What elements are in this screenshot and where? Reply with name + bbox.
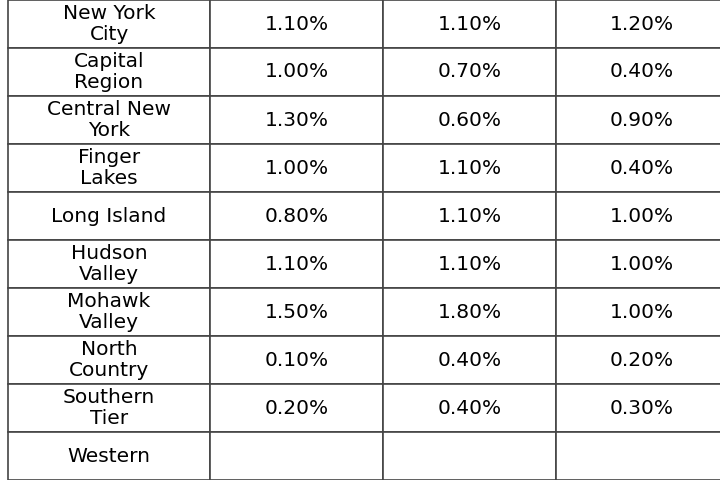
Bar: [8, 336, 210, 384]
Bar: [556, 0, 720, 48]
Text: North
Country: North Country: [69, 340, 149, 380]
Text: 0.80%: 0.80%: [264, 206, 328, 226]
Bar: [383, 96, 556, 144]
Text: Capital
Region: Capital Region: [73, 52, 144, 92]
Bar: [210, 96, 383, 144]
Text: 1.30%: 1.30%: [264, 110, 328, 130]
Text: Finger
Lakes: Finger Lakes: [78, 148, 140, 188]
Text: 0.20%: 0.20%: [264, 398, 328, 418]
Text: Hudson
Valley: Hudson Valley: [71, 244, 148, 284]
Bar: [210, 192, 383, 240]
Text: Southern
Tier: Southern Tier: [63, 388, 155, 428]
Bar: [383, 192, 556, 240]
Bar: [210, 336, 383, 384]
Text: 1.10%: 1.10%: [438, 254, 502, 274]
Text: Central New
York: Central New York: [47, 100, 171, 140]
Bar: [556, 96, 720, 144]
Bar: [210, 384, 383, 432]
Bar: [556, 144, 720, 192]
Text: 1.00%: 1.00%: [264, 158, 328, 178]
Bar: [8, 384, 210, 432]
Text: 0.70%: 0.70%: [438, 62, 502, 82]
Bar: [8, 144, 210, 192]
Text: New York
City: New York City: [63, 4, 156, 44]
Text: 1.10%: 1.10%: [264, 254, 328, 274]
Text: 0.90%: 0.90%: [610, 110, 674, 130]
Bar: [556, 48, 720, 96]
Text: 0.40%: 0.40%: [610, 158, 674, 178]
Bar: [8, 240, 210, 288]
Bar: [383, 144, 556, 192]
Bar: [383, 288, 556, 336]
Text: 0.20%: 0.20%: [610, 350, 674, 370]
Text: Western: Western: [68, 446, 150, 466]
Bar: [383, 432, 556, 480]
Bar: [210, 48, 383, 96]
Bar: [383, 48, 556, 96]
Bar: [556, 240, 720, 288]
Bar: [210, 240, 383, 288]
Text: 1.20%: 1.20%: [610, 14, 674, 34]
Text: 1.80%: 1.80%: [438, 302, 502, 322]
Bar: [556, 432, 720, 480]
Bar: [8, 192, 210, 240]
Bar: [556, 192, 720, 240]
Bar: [383, 336, 556, 384]
Bar: [383, 384, 556, 432]
Bar: [8, 0, 210, 48]
Bar: [8, 96, 210, 144]
Text: 0.40%: 0.40%: [438, 350, 502, 370]
Text: 1.10%: 1.10%: [438, 14, 502, 34]
Text: 1.00%: 1.00%: [610, 206, 674, 226]
Bar: [8, 288, 210, 336]
Text: 0.10%: 0.10%: [264, 350, 328, 370]
Bar: [383, 240, 556, 288]
Text: 1.00%: 1.00%: [610, 302, 674, 322]
Bar: [556, 336, 720, 384]
Text: 0.30%: 0.30%: [610, 398, 674, 418]
Bar: [383, 0, 556, 48]
Bar: [556, 384, 720, 432]
Text: 1.10%: 1.10%: [264, 14, 328, 34]
Bar: [8, 432, 210, 480]
Text: Long Island: Long Island: [51, 206, 166, 226]
Text: 0.40%: 0.40%: [438, 398, 502, 418]
Bar: [8, 48, 210, 96]
Text: 1.10%: 1.10%: [438, 158, 502, 178]
Text: 0.40%: 0.40%: [610, 62, 674, 82]
Text: 1.50%: 1.50%: [264, 302, 328, 322]
Bar: [556, 288, 720, 336]
Text: 0.60%: 0.60%: [438, 110, 502, 130]
Bar: [210, 144, 383, 192]
Text: Mohawk
Valley: Mohawk Valley: [68, 292, 150, 332]
Text: 1.00%: 1.00%: [610, 254, 674, 274]
Text: 1.00%: 1.00%: [264, 62, 328, 82]
Bar: [210, 432, 383, 480]
Bar: [210, 0, 383, 48]
Bar: [210, 288, 383, 336]
Text: 1.10%: 1.10%: [438, 206, 502, 226]
